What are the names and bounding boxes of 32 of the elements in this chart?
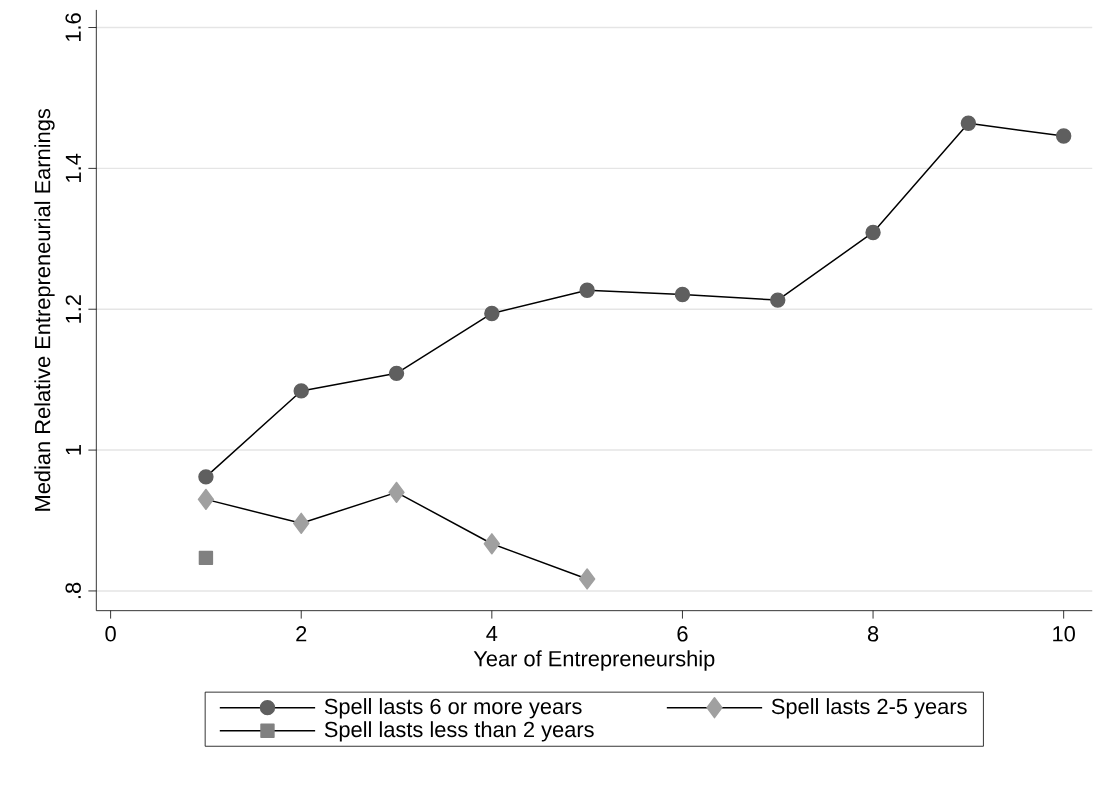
point xyxy=(960,115,977,131)
point xyxy=(674,286,691,303)
point xyxy=(197,488,215,510)
point xyxy=(484,305,500,322)
x-tick-label: 2 xyxy=(296,625,307,642)
x-tick-label: 6 xyxy=(677,625,688,642)
point xyxy=(770,292,786,308)
legend-label: Spell lasts less than 2 years xyxy=(324,721,594,742)
point xyxy=(293,512,310,534)
y-tick-label: 1.4 xyxy=(65,153,81,182)
x-axis-title: Year of Entrepreneurship xyxy=(473,650,715,671)
point xyxy=(1055,128,1072,144)
y-tick-label: 1.2 xyxy=(65,295,81,323)
y-tick-label: 1 xyxy=(65,444,81,455)
x-tick-label: 0 xyxy=(105,625,116,642)
point xyxy=(388,365,405,381)
y-axis-title: Median Relative Entrepreneurial Earnings xyxy=(34,108,55,511)
point xyxy=(293,383,309,399)
x-tick-label: 4 xyxy=(486,625,498,641)
point xyxy=(865,224,881,241)
point xyxy=(388,481,405,503)
point xyxy=(579,282,595,298)
point xyxy=(483,532,501,555)
point xyxy=(578,568,596,590)
legend-label: Spell lasts 6 or more years xyxy=(324,697,582,719)
point xyxy=(198,550,214,565)
legend-label: Spell lasts 2-5 years xyxy=(771,697,967,719)
point xyxy=(198,469,214,485)
x-tick-label: 8 xyxy=(867,625,879,642)
x-tick-label: 10 xyxy=(1053,625,1075,642)
y-tick-label: .8 xyxy=(65,582,81,598)
y-tick-label: 1.6 xyxy=(65,13,81,41)
